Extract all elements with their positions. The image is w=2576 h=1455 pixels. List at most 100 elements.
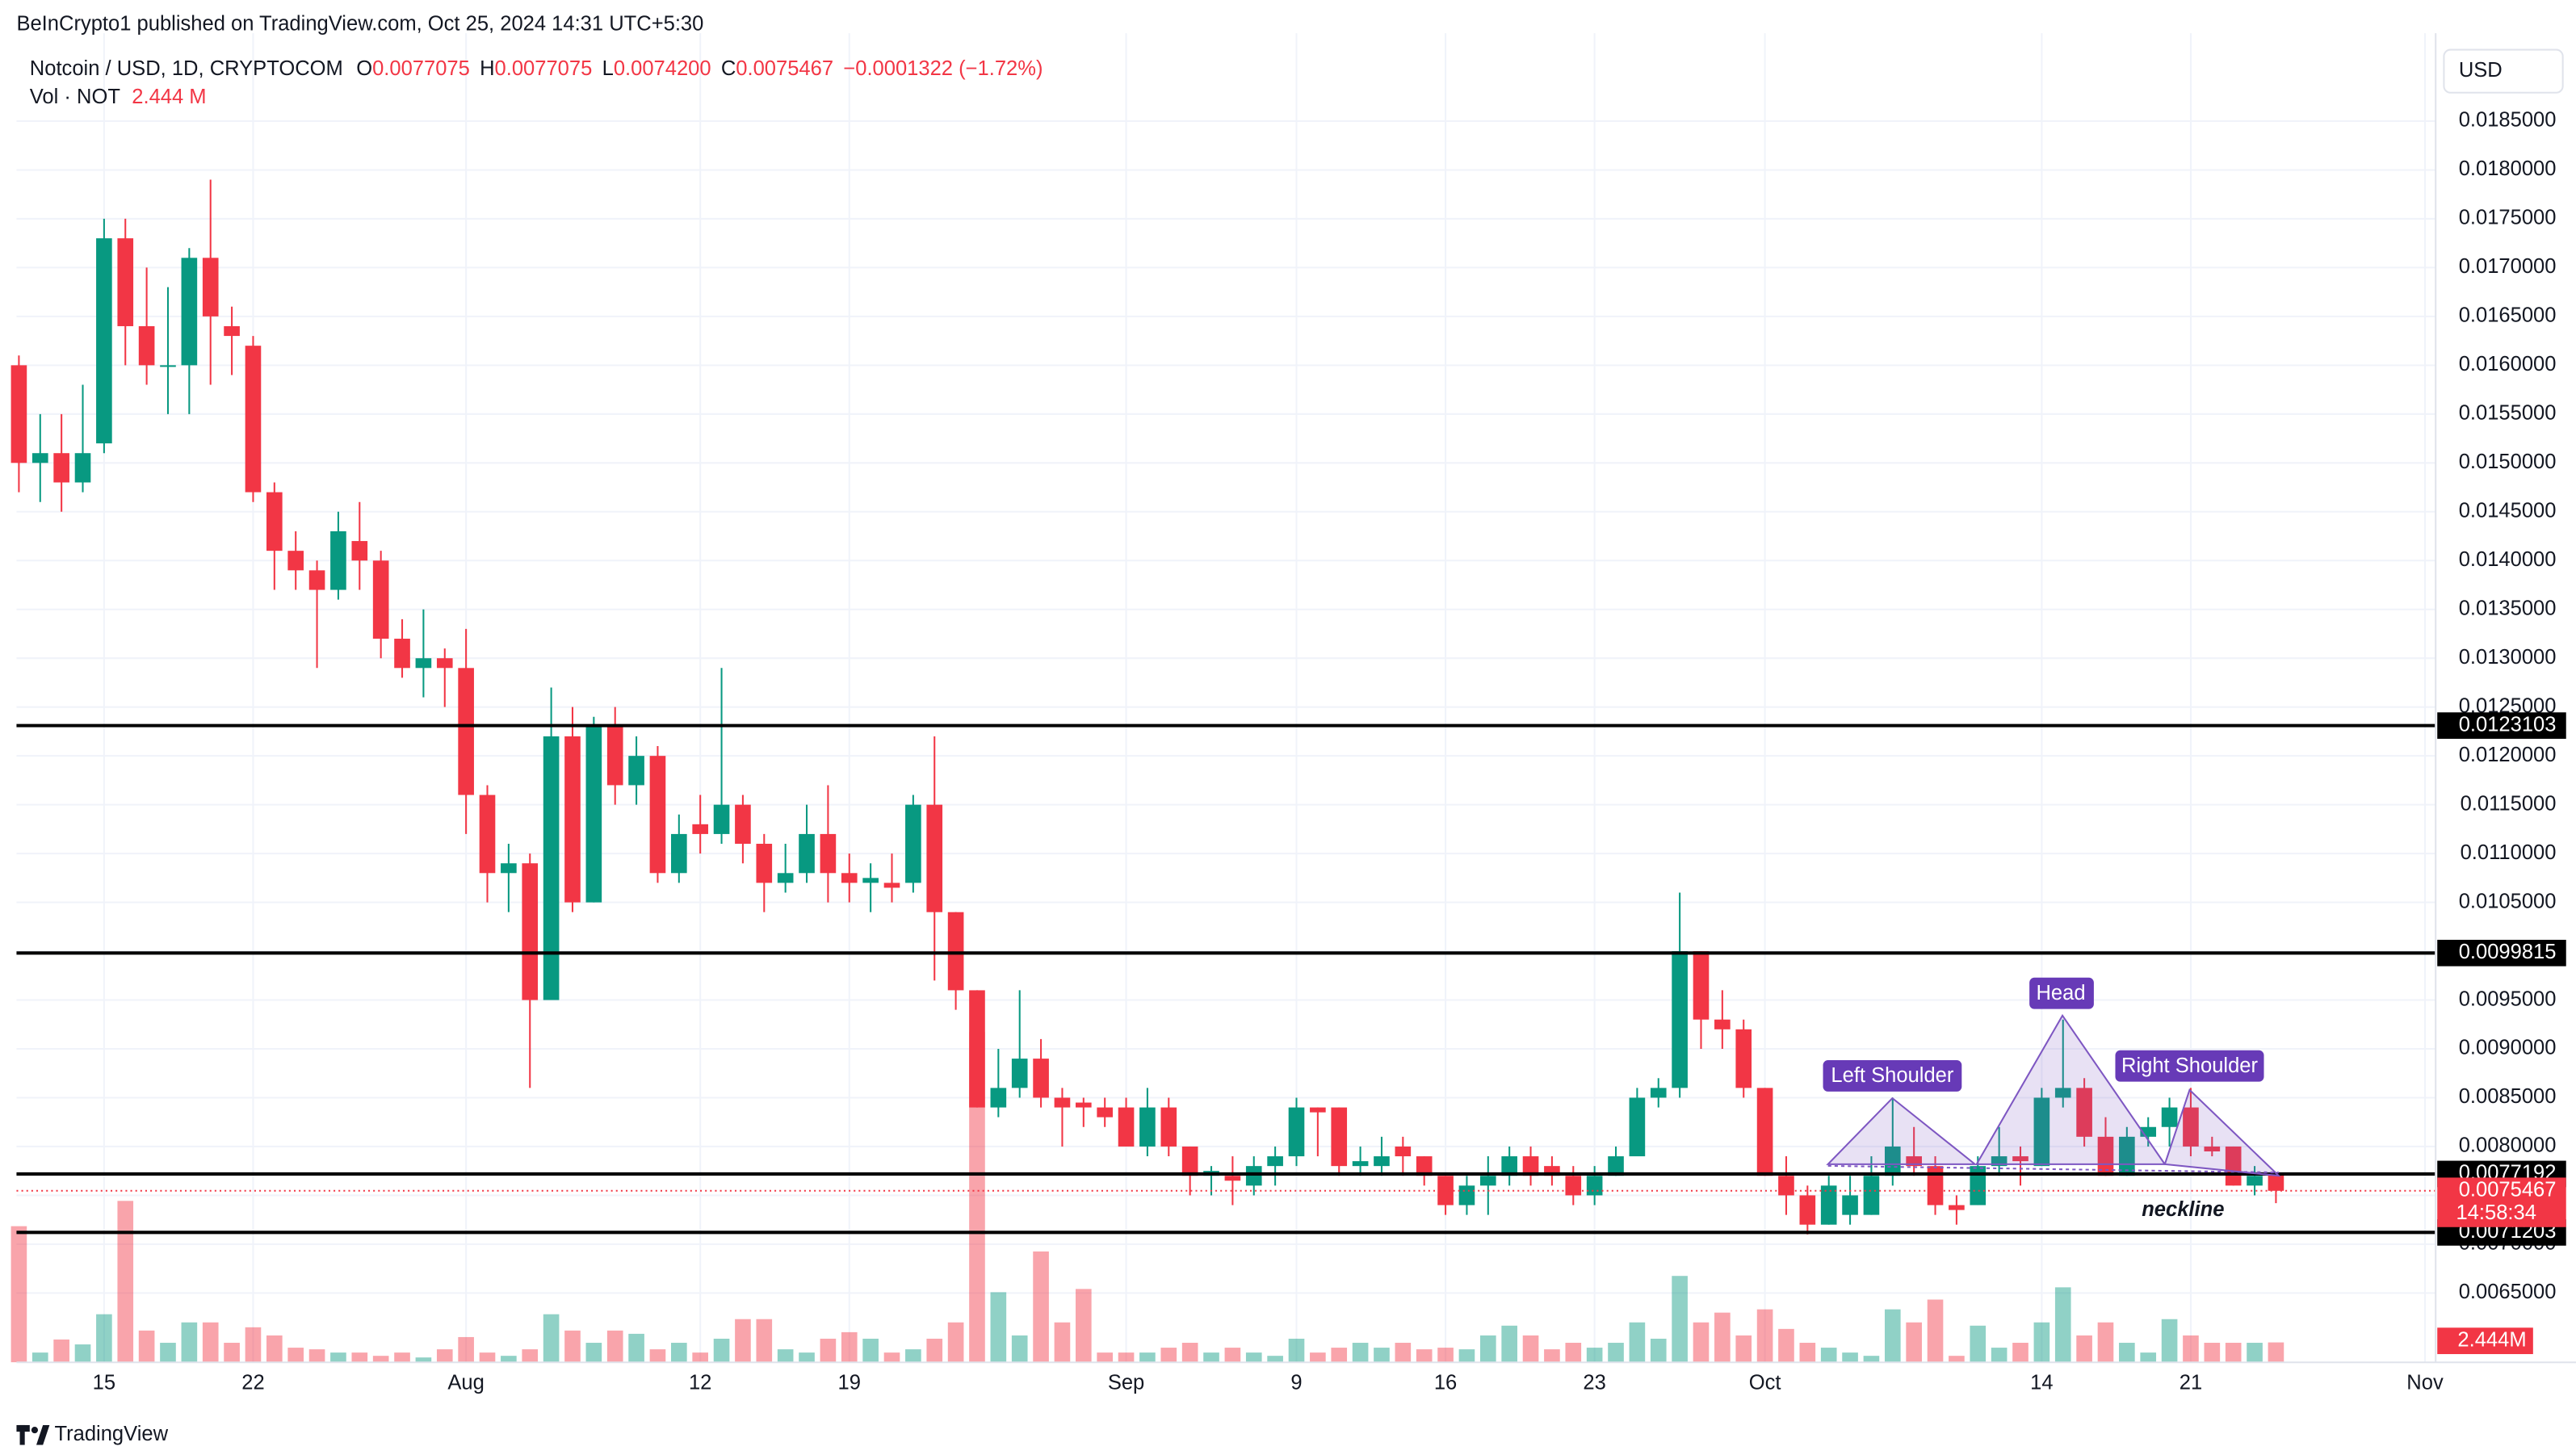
volume-bar [372,1356,389,1363]
level-label-box [2437,939,2566,967]
candle-body [947,912,964,991]
candle-body [1310,1107,1326,1113]
volume-bar [649,1349,666,1363]
annotation: Right Shoulder [2121,1055,2258,1077]
candle-body [415,658,432,669]
candle-body [394,639,410,669]
currency-button[interactable] [2443,48,2564,94]
candle-body [969,990,985,1108]
candle-body [31,453,48,463]
volume-label-box [2437,1327,2533,1355]
volume-bar [266,1335,283,1363]
volume-bar [1181,1343,1198,1363]
candle-body [160,365,176,367]
volume-bar [1799,1343,1816,1363]
x-tick-label: 22 [241,1372,264,1394]
volume-bar [926,1338,943,1363]
volume-bar [330,1352,346,1363]
annotation: Left Shoulder [1831,1064,1953,1087]
volume-bar [756,1319,773,1363]
x-tick-label: 16 [1434,1372,1457,1394]
volume-bar [1522,1335,1539,1363]
candle-body [117,238,134,326]
y-tick-label: 0.0170000 [2459,255,2557,278]
candle-body [1288,1107,1305,1157]
volume-bar [628,1333,644,1363]
candle-body [74,453,91,483]
candle-body [1970,1166,1987,1206]
currency[interactable]: USD [2459,59,2503,82]
volume-bar [883,1352,900,1363]
candle-body [138,325,155,366]
candle-body [351,541,368,561]
volume-axis-label: 2.444M [2457,1328,2526,1351]
volume-bar [2012,1343,2028,1363]
volume-bar [1693,1322,1710,1363]
y-tick-label: 0.0095000 [2459,987,2557,1010]
candle-body [1884,1146,1901,1176]
volume-bar [1501,1325,1517,1363]
candle-body [585,726,602,903]
candle-body [436,658,453,669]
y-tick-label: 0.0160000 [2459,353,2557,375]
x-tick-label: 23 [1583,1372,1605,1394]
volume-bar [202,1322,219,1363]
candle-body [501,863,517,874]
volume-bar [1139,1352,1156,1363]
candle-body [1416,1156,1433,1176]
volume-bar [2140,1352,2157,1363]
candle-body [543,736,560,1000]
candle-body [479,795,496,874]
volume-bar [1906,1322,1922,1363]
ohlc-key: C [721,57,736,80]
annotation-box [1823,1060,1962,1092]
last-price-label: 0.0075467 [2459,1179,2557,1201]
candle-body [372,560,389,639]
volume-bar [671,1343,687,1363]
pattern-shape [1826,1096,1978,1165]
volume-bar [522,1349,539,1363]
volume-bar [2033,1322,2050,1363]
candle-body [2054,1088,2071,1098]
candle-body [96,238,112,444]
candle-body [2204,1146,2221,1152]
y-tick-label: 0.0135000 [2459,597,2557,619]
x-tick-label: 9 [1290,1372,1302,1394]
candle-body [2012,1156,2028,1162]
last-price-box [2437,1177,2566,1227]
volume-bar [606,1330,623,1363]
candle-body [1650,1088,1667,1098]
candle-body [1629,1097,1646,1157]
annotation-box [2115,1050,2264,1082]
x-tick-label: 12 [689,1372,711,1394]
volume-bar [2097,1322,2114,1363]
candle-body [1949,1205,1965,1210]
volume-value: 2.444 M [132,86,206,108]
volume-bar [1586,1348,1603,1363]
candle-body [990,1088,1007,1108]
candle-body [1139,1107,1156,1147]
volume-bar [1479,1335,1496,1363]
candle-body [202,258,219,317]
volume-bar [245,1327,262,1363]
candle-body [308,570,325,590]
volume-bar [990,1292,1007,1363]
candle-body [245,346,262,493]
volume-label: Vol · NOT [30,86,121,108]
y-tick-label: 0.0140000 [2459,548,2557,571]
candle-body [1501,1156,1517,1176]
volume-bar [1650,1338,1667,1363]
volume-bar [2247,1343,2263,1363]
volume-bar [1863,1356,1880,1363]
candle-body [883,883,900,888]
x-tick-label: 21 [2180,1372,2202,1394]
candle-body [820,833,837,874]
volume-bar [1820,1348,1837,1363]
volume-legend: Vol · NOT 2.444 M [30,86,207,108]
candle-body [2033,1097,2050,1167]
logo-part [19,1424,25,1445]
volume-bar [53,1339,69,1363]
y-tick-label: 0.0090000 [2459,1037,2557,1059]
y-tick-label: 0.0180000 [2459,157,2557,180]
candle-body [1927,1166,1944,1206]
